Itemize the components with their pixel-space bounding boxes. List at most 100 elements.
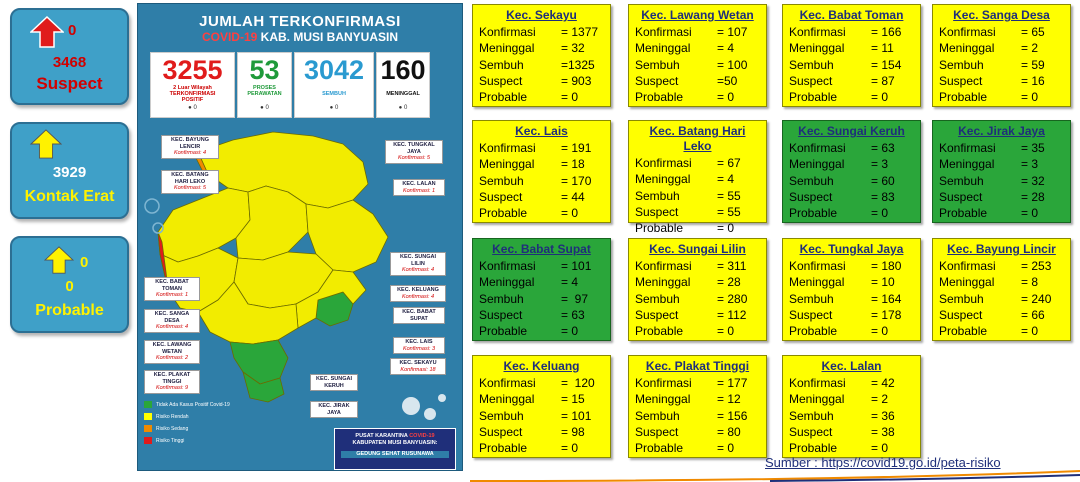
stat-value: = 154: [871, 57, 902, 72]
district-stat-row: Konfirmasi = 63: [789, 140, 914, 156]
callout-keluang: KEC. KELUANG Konfirmasi: 4: [390, 285, 446, 302]
kontak-erat-label: Kontak Erat: [24, 188, 115, 205]
callout-sungai-keruh: KEC. SUNGAI KERUH: [310, 374, 358, 391]
stat-value: = 903: [561, 73, 592, 88]
district-stat-row: Probable = 0: [635, 323, 760, 339]
district-card: Kec. Babat Supat Konfirmasi = 101 Meninggal…: [472, 238, 611, 341]
district-name: Kec. Sungai Keruh: [798, 124, 905, 138]
source-link[interactable]: Sumber : https://covid19.go.id/peta-risi…: [765, 455, 1001, 470]
stat-value: =50: [717, 73, 738, 88]
stat-value: = 177: [717, 376, 748, 390]
stat-label: Konfirmasi: [939, 25, 996, 39]
stat-value: = 3: [871, 157, 889, 172]
stat-value: =1325: [561, 57, 595, 72]
stat-label: 2 Luar Wilayah TERKONFIRMASI POSITIF: [169, 85, 216, 103]
stat-value: = 191: [561, 141, 592, 155]
map-region-west: [157, 187, 251, 263]
district-stat-row: Sembuh = 60: [789, 173, 914, 189]
stat-label: Suspect: [479, 189, 523, 204]
stat-label: Konfirmasi: [789, 259, 846, 273]
district-card: Kec. Lalan Konfirmasi = 42 Meninggal = 2 Semb…: [782, 355, 921, 458]
stat-value: = 0: [561, 324, 579, 339]
stat-value: = 4: [717, 172, 735, 187]
stat-label: Konfirmasi: [939, 259, 996, 273]
district-stat-row: Probable = 0: [479, 440, 604, 456]
district-stat-row: Konfirmasi = 67: [635, 155, 760, 171]
district-stat-row: Konfirmasi = 191: [479, 140, 604, 156]
district-card: Kec. Bayung Lincir Konfirmasi = 253 Meningg…: [932, 238, 1071, 341]
covid-map-infographic: JUMLAH TERKONFIRMASI COVID-19 KAB. MUSI …: [137, 3, 463, 471]
district-stat-row: Konfirmasi = 1377: [479, 24, 604, 40]
stat-label: Suspect: [479, 73, 523, 88]
callout-sekayu: KEC. SEKAYU Konfirmasi: 18: [390, 358, 446, 375]
legend-swatch: [144, 425, 152, 433]
stat-label: Meninggal: [789, 41, 845, 56]
stat-value: = 164: [871, 291, 902, 306]
district-stat-row: Probable = 0: [479, 205, 604, 221]
stat-value: = 0: [871, 441, 889, 456]
region-label: KAB. MUSI BANYUASIN: [260, 30, 399, 44]
stat-label: Probable: [939, 324, 988, 339]
stat-value: = 55: [717, 204, 741, 219]
legend-item: Tidak Ada Kasus Positif Covid-19: [144, 401, 230, 410]
district-stat-row: Suspect = 112: [635, 307, 760, 323]
stat-value: = 83: [871, 189, 895, 204]
stat-value: 3255: [162, 55, 223, 85]
district-stat-row: Meninggal = 10: [789, 274, 914, 290]
district-stat-row: Sembuh = 59: [939, 57, 1064, 73]
stat-label: Suspect: [939, 73, 983, 88]
legend-item: Risiko Rendah: [144, 413, 189, 422]
stat-label: Konfirmasi: [789, 25, 846, 39]
stat-value: = 0: [717, 324, 735, 339]
district-stat-row: Konfirmasi = 42: [789, 375, 914, 391]
district-stat-row: Konfirmasi = 65: [939, 24, 1064, 40]
district-stat-row: Suspect = 55: [635, 204, 760, 220]
stat-value: 3042: [303, 55, 365, 85]
stat-label: Sembuh: [479, 291, 524, 306]
suspect-count: 3468: [52, 54, 87, 71]
stat-value: = 0: [871, 206, 889, 221]
stat-value: = 8: [1021, 275, 1039, 290]
virus-icon: [402, 394, 446, 420]
quarantine-line2: KABUPATEN MUSI BANYUASIN:: [352, 440, 438, 446]
stat-value: = 63: [871, 141, 895, 155]
stat-label: Probable: [635, 441, 684, 456]
stat-label: Konfirmasi: [479, 376, 536, 390]
stat-label: Suspect: [635, 73, 679, 88]
stat-label: Konfirmasi: [479, 259, 536, 273]
district-name: Kec. Lalan: [821, 359, 882, 373]
stat-value: = 120: [561, 376, 595, 390]
stat-value: = 170: [561, 173, 592, 188]
stat-value: = 107: [717, 25, 748, 39]
stat-value: = 16: [1021, 73, 1045, 88]
legend-swatch: [144, 437, 152, 445]
district-card: Kec. Jirak Jaya Konfirmasi = 35 Meninggal = …: [932, 120, 1071, 223]
stat-value: = 0: [1021, 206, 1039, 221]
quarantine-line1: PUSAT KARANTINA COVID-19: [355, 433, 435, 439]
map-region-south: [197, 281, 299, 345]
stat-label: Sembuh: [635, 291, 680, 306]
stat-label: Meninggal: [635, 392, 691, 407]
stat-value: = 18: [561, 157, 585, 172]
callout-lawang-wetan: KEC. LAWANG WETAN Konfirmasi: 2: [144, 340, 200, 364]
stat-label: Konfirmasi: [479, 25, 536, 39]
stat-label: Sembuh: [939, 291, 984, 306]
district-stat-row: Konfirmasi = 101: [479, 258, 604, 274]
stat-value: = 67: [717, 156, 741, 170]
district-card: Kec. Plakat Tinggi Konfirmasi = 177 Meningg…: [628, 355, 767, 458]
covid-label: COVID-19: [201, 30, 258, 44]
stat-value: = 240: [1021, 291, 1052, 306]
stat-value: = 32: [1021, 173, 1045, 188]
stat-value: = 55: [717, 188, 741, 203]
stat-value: = 0: [561, 441, 579, 456]
stat-label: Konfirmasi: [789, 141, 846, 155]
stat-label: Sembuh: [635, 57, 680, 72]
district-stat-row: Sembuh = 97: [479, 291, 604, 307]
stat-value: = 280: [717, 291, 748, 306]
callout-sungai-lilin: KEC. SUNGAI LILIN Konfirmasi: 4: [390, 252, 446, 276]
district-stat-row: Meninggal = 4: [635, 40, 760, 56]
district-stat-row: Meninggal = 28: [635, 274, 760, 290]
district-stat-row: Sembuh = 240: [939, 291, 1064, 307]
district-stat-row: Sembuh = 32: [939, 173, 1064, 189]
stat-label: Meninggal: [939, 275, 995, 290]
